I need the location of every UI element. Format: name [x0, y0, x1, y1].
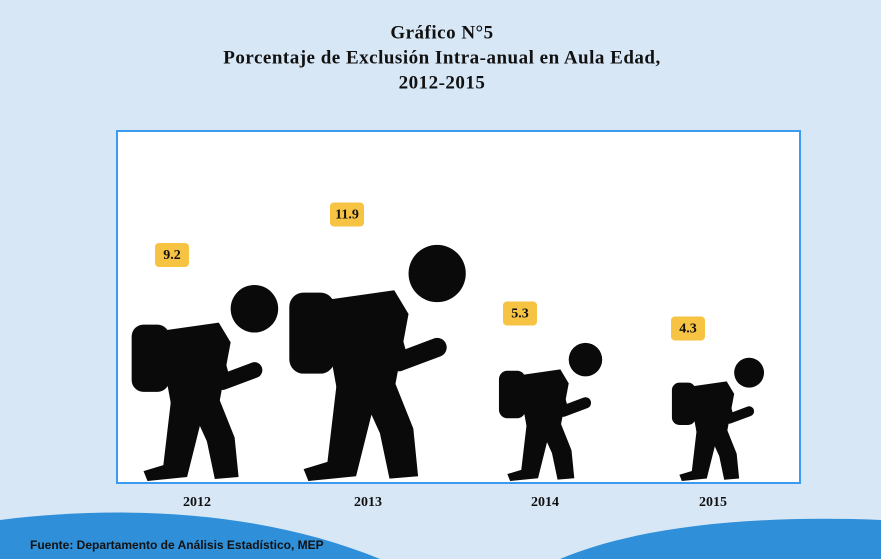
leg — [538, 422, 575, 480]
label-box — [155, 243, 189, 267]
x-tick-label: 2015 — [699, 495, 727, 510]
leg — [187, 397, 239, 480]
wave — [560, 518, 881, 559]
head — [230, 284, 279, 333]
value-label: 5.3 — [511, 307, 529, 322]
person-figure — [498, 342, 603, 481]
head — [734, 357, 765, 388]
x-tick-label: 2012 — [183, 495, 211, 510]
arm — [375, 299, 447, 372]
source: Fuente: Departamento de Análisis Estadís… — [30, 538, 324, 552]
chart-title: Gráfico N°5 — [390, 22, 493, 43]
person-figure — [131, 284, 279, 481]
label-box — [671, 316, 705, 341]
head — [568, 342, 603, 377]
wave — [0, 512, 380, 559]
arm — [549, 374, 592, 417]
leg — [143, 397, 207, 481]
arm — [202, 330, 263, 390]
arm — [716, 386, 755, 424]
leg — [356, 380, 419, 479]
value-label: 11.9 — [335, 208, 359, 223]
person-figure — [671, 357, 765, 481]
value-label: 9.2 — [163, 248, 181, 263]
leg — [507, 422, 552, 481]
leg — [303, 380, 380, 481]
backpack — [131, 324, 170, 392]
backpack — [671, 382, 696, 425]
label-box — [503, 301, 537, 326]
label-box — [330, 202, 364, 227]
person-figure — [289, 244, 466, 481]
backpack — [289, 292, 335, 374]
backpack — [498, 370, 526, 419]
x-tick-label: 2014 — [531, 495, 559, 510]
leg — [706, 428, 740, 480]
value-label: 4.3 — [679, 322, 697, 337]
x-tick-label: 2013 — [354, 495, 382, 510]
head — [408, 244, 466, 303]
chart-title: Porcentaje de Exclusión Intra-anual en A… — [223, 47, 660, 68]
chart-title: 2012-2015 — [399, 72, 486, 93]
leg — [679, 428, 720, 481]
